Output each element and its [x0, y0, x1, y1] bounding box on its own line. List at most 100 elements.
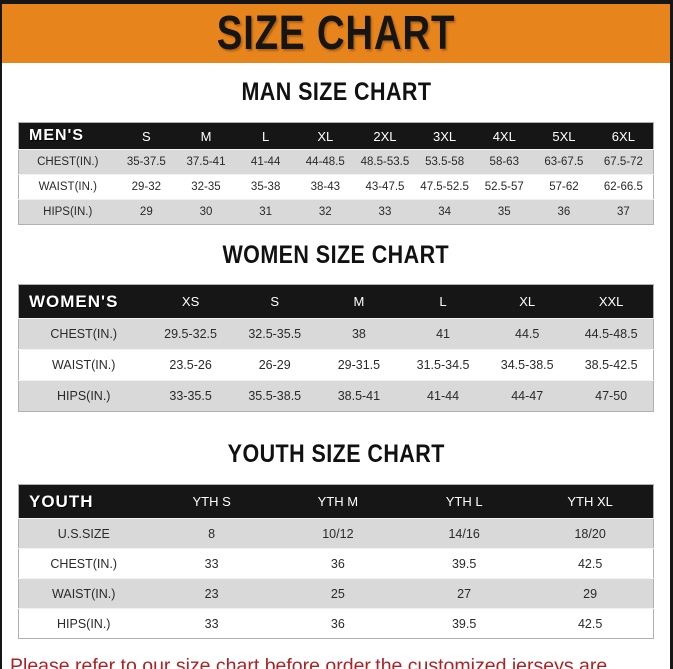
size-value-cell: 27: [401, 578, 528, 609]
size-value-cell: 23.5-26: [148, 349, 233, 381]
row-label: CHEST(IN.): [18, 318, 149, 350]
size-value-cell: 36: [274, 608, 401, 639]
size-column-header: YTH M: [274, 484, 401, 519]
section-heading: WOMEN SIZE CHART: [2, 242, 670, 269]
size-value-cell: 33: [148, 608, 275, 639]
size-value-cell: 35-38: [235, 174, 296, 200]
size-value-cell: 31.5-34.5: [400, 349, 486, 381]
size-value-cell: 34.5-38.5: [485, 349, 570, 381]
size-value-cell: 29.5-32.5: [148, 318, 233, 350]
size-value-cell: 34: [414, 199, 475, 225]
size-column-header: S: [232, 284, 317, 319]
size-value-cell: 44-48.5: [295, 149, 356, 175]
row-label: WAIST(IN.): [18, 174, 117, 200]
table-row: CHEST(IN.) 35-37.5 37.5-41 41-44 44-48.5 48.5…: [18, 149, 654, 175]
table-row: WAIST(IN.) 23.5-26 26-29 29-31.5 31.5-34.5 34…: [18, 349, 654, 381]
size-value-cell: 63-67.5: [534, 149, 594, 175]
row-label: WAIST(IN.): [18, 349, 149, 381]
size-column-header: YTH S: [148, 484, 275, 519]
table-row: HIPS(IN.) 29 30 31 32 33 34 35 36 37: [18, 199, 654, 225]
size-column-header: 3XL: [414, 122, 475, 150]
size-value-cell: 29: [116, 199, 177, 225]
row-label: HIPS(IN.): [18, 199, 117, 225]
size-value-cell: 38: [316, 318, 401, 350]
page-title: SIZE CHART: [216, 7, 456, 60]
size-value-cell: 36: [534, 199, 594, 225]
size-value-cell: 41: [400, 318, 486, 350]
size-value-cell: 43-47.5: [355, 174, 415, 200]
size-value-cell: 39.5: [401, 548, 528, 579]
size-value-cell: 35.5-38.5: [232, 380, 317, 412]
size-table: MEN'S S M L XL 2XL 3XL 4XL 5XL 6XL CHEST(IN.) 35-37…: [18, 122, 654, 225]
size-column-header: L: [235, 122, 296, 150]
size-column-header: XS: [148, 284, 233, 319]
size-value-cell: 8: [148, 518, 275, 549]
size-sections: MAN SIZE CHART MEN'S S M L XL 2XL 3XL 4XL 5XL 6XL C…: [2, 79, 670, 639]
size-column-header: 6XL: [593, 122, 654, 150]
size-value-cell: 26-29: [232, 349, 317, 381]
table-row: HIPS(IN.) 33-35.5 35.5-38.5 38.5-41 41-44 44-…: [18, 380, 654, 412]
size-value-cell: 18/20: [527, 518, 654, 549]
size-column-header: XL: [295, 122, 356, 150]
size-section-men: MAN SIZE CHART MEN'S S M L XL 2XL 3XL 4XL 5XL 6XL C…: [2, 79, 670, 225]
size-value-cell: 38.5-42.5: [569, 349, 654, 381]
section-heading-text: WOMEN SIZE CHART: [222, 241, 450, 269]
table-row: CHEST(IN.) 33 36 39.5 42.5: [18, 548, 654, 579]
size-value-cell: 57-62: [534, 174, 594, 200]
table-row: WAIST(IN.) 29-32 32-35 35-38 38-43 43-47.5 47.…: [18, 174, 654, 200]
footer-notice: Please refer to our size chart before or…: [2, 654, 670, 669]
size-value-cell: 14/16: [401, 518, 528, 549]
size-value-cell: 36: [274, 548, 401, 579]
size-value-cell: 33-35.5: [148, 380, 233, 412]
size-value-cell: 29-31.5: [316, 349, 401, 381]
row-label: U.S.SIZE: [18, 518, 149, 549]
size-column-header: YTH XL: [527, 484, 654, 519]
size-column-header: 5XL: [534, 122, 594, 150]
size-value-cell: 31: [235, 199, 296, 225]
row-label: HIPS(IN.): [18, 380, 149, 412]
size-value-cell: 30: [176, 199, 236, 225]
size-section-women: WOMEN SIZE CHART WOMEN'S XS S M L XL XXL CHEST(I…: [2, 242, 670, 412]
size-value-cell: 62-66.5: [593, 174, 654, 200]
row-label: HIPS(IN.): [18, 608, 149, 639]
size-value-cell: 41-44: [400, 380, 486, 412]
size-value-cell: 47.5-52.5: [414, 174, 475, 200]
size-value-cell: 47-50: [569, 380, 654, 412]
size-value-cell: 29-32: [116, 174, 177, 200]
size-value-cell: 44.5: [485, 318, 570, 350]
row-label: CHEST(IN.): [18, 149, 117, 175]
size-column-header: 2XL: [355, 122, 415, 150]
table-corner-label: MEN'S: [18, 122, 117, 150]
row-label: CHEST(IN.): [18, 548, 149, 579]
size-value-cell: 33: [148, 548, 275, 579]
size-value-cell: 44-47: [485, 380, 570, 412]
section-heading-text: MAN SIZE CHART: [241, 78, 431, 106]
footer-line-1: Please refer to our size chart before or…: [10, 655, 608, 669]
size-table: YOUTH YTH S YTH M YTH L YTH XL U.S.SIZE 8 10/12…: [18, 484, 654, 639]
size-value-cell: 58-63: [474, 149, 535, 175]
table-header-row: MEN'S S M L XL 2XL 3XL 4XL 5XL 6XL: [18, 122, 654, 150]
section-heading-text: YOUTH SIZE CHART: [227, 440, 445, 468]
size-value-cell: 35-37.5: [116, 149, 177, 175]
section-heading: MAN SIZE CHART: [2, 79, 670, 106]
title-banner: SIZE CHART: [2, 4, 670, 63]
size-section-youth: YOUTH SIZE CHART YOUTH YTH S YTH M YTH L YTH …: [2, 441, 670, 639]
size-value-cell: 39.5: [401, 608, 528, 639]
size-column-header: XXL: [569, 284, 654, 319]
size-value-cell: 25: [274, 578, 401, 609]
size-value-cell: 10/12: [274, 518, 401, 549]
size-value-cell: 41-44: [235, 149, 296, 175]
size-value-cell: 48.5-53.5: [355, 149, 415, 175]
size-value-cell: 37.5-41: [176, 149, 236, 175]
size-value-cell: 67.5-72: [593, 149, 654, 175]
size-value-cell: 32.5-35.5: [232, 318, 317, 350]
size-value-cell: 42.5: [527, 608, 654, 639]
size-value-cell: 29: [527, 578, 654, 609]
size-table: WOMEN'S XS S M L XL XXL CHEST(IN.) 29.5-32.5 32.5…: [18, 284, 654, 412]
table-header-row: WOMEN'S XS S M L XL XXL: [18, 284, 654, 319]
table-header-row: YOUTH YTH S YTH M YTH L YTH XL: [18, 484, 654, 519]
size-value-cell: 23: [148, 578, 275, 609]
size-column-header: L: [400, 284, 486, 319]
size-value-cell: 38.5-41: [316, 380, 401, 412]
